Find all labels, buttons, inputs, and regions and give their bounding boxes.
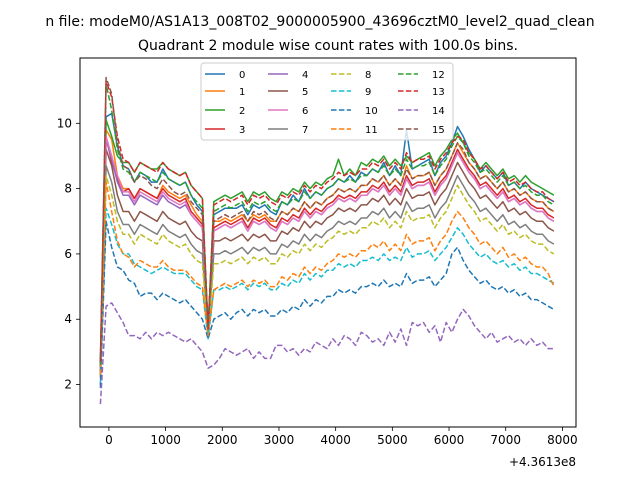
series-line-14 — [99, 302, 554, 405]
x-tick-label: 7000 — [490, 433, 521, 447]
legend-item-9: 9 — [331, 87, 371, 98]
legend-label: 15 — [432, 125, 445, 136]
y-tick-label: 10 — [57, 116, 72, 130]
legend-label: 0 — [239, 70, 245, 81]
x-tick-label: 5000 — [377, 433, 408, 447]
y-tick-label: 6 — [64, 247, 72, 261]
plot-area — [79, 57, 577, 428]
legend-label: 1 — [239, 87, 245, 98]
legend-item-1: 1 — [205, 87, 245, 98]
y-tick-label: 2 — [64, 378, 72, 392]
series-line-7 — [99, 165, 555, 379]
series-line-9 — [99, 207, 555, 385]
legend-label: 14 — [432, 106, 445, 117]
y-tick-label: 4 — [64, 312, 72, 326]
y-axis: 2 4 6 8 10 — [57, 116, 80, 392]
legend-item-15: 15 — [398, 125, 445, 136]
legend-label: 11 — [365, 125, 378, 136]
series-line-8 — [99, 174, 555, 379]
legend-item-12: 12 — [398, 70, 445, 81]
x-tick-label: 8000 — [547, 433, 578, 447]
legend-label: 12 — [432, 70, 445, 81]
legend-label: 4 — [302, 70, 308, 81]
legend-label: 3 — [239, 125, 245, 136]
legend-label: 7 — [302, 125, 308, 136]
series-line-3 — [99, 135, 555, 369]
x-tick-label: 6000 — [434, 433, 465, 447]
legend-label: 13 — [432, 87, 445, 98]
x-tick-label: 0 — [105, 433, 113, 447]
series-line-11 — [99, 181, 555, 375]
x-axis: 0 1000 2000 3000 4000 5000 6000 7000 8000 — [105, 427, 578, 447]
legend-item-7: 7 — [268, 125, 308, 136]
y-tick-label: 8 — [64, 182, 72, 196]
legend-label: 6 — [302, 106, 308, 117]
x-offset-label: +4.3613e8 — [509, 455, 576, 469]
legend-item-11: 11 — [331, 125, 378, 136]
legend-item-3: 3 — [205, 125, 245, 136]
legend-frame — [200, 62, 454, 141]
series-layer — [99, 76, 555, 405]
legend-label: 10 — [365, 106, 378, 117]
series-line-6 — [99, 135, 555, 372]
series-line-10 — [99, 220, 555, 388]
series-line-5 — [99, 148, 555, 375]
series-line-13 — [99, 80, 555, 362]
chart-title: Quadrant 2 module wise count rates with … — [138, 38, 518, 54]
legend-label: 8 — [365, 70, 371, 81]
x-tick-label: 4000 — [320, 433, 351, 447]
legend-item-10: 10 — [331, 106, 378, 117]
legend-item-2: 2 — [205, 106, 245, 117]
figure-suptitle: n file: modeM0/AS1A13_008T02_9000005900_… — [45, 14, 594, 30]
x-tick-label: 3000 — [264, 433, 295, 447]
legend-item-4: 4 — [268, 70, 308, 81]
legend-label: 5 — [302, 87, 308, 98]
legend-item-14: 14 — [398, 106, 445, 117]
legend-label: 2 — [239, 106, 245, 117]
legend-item-5: 5 — [268, 87, 308, 98]
legend-item-13: 13 — [398, 87, 445, 98]
axes-frame — [79, 57, 577, 428]
x-tick-label: 1000 — [150, 433, 181, 447]
legend-label: 9 — [365, 87, 371, 98]
legend-item-6: 6 — [268, 106, 308, 117]
series-line-12 — [99, 83, 555, 366]
legend-item-8: 8 — [331, 70, 371, 81]
x-tick-label: 2000 — [207, 433, 238, 447]
series-line-15 — [99, 76, 555, 359]
legend-item-0: 0 — [205, 70, 245, 81]
